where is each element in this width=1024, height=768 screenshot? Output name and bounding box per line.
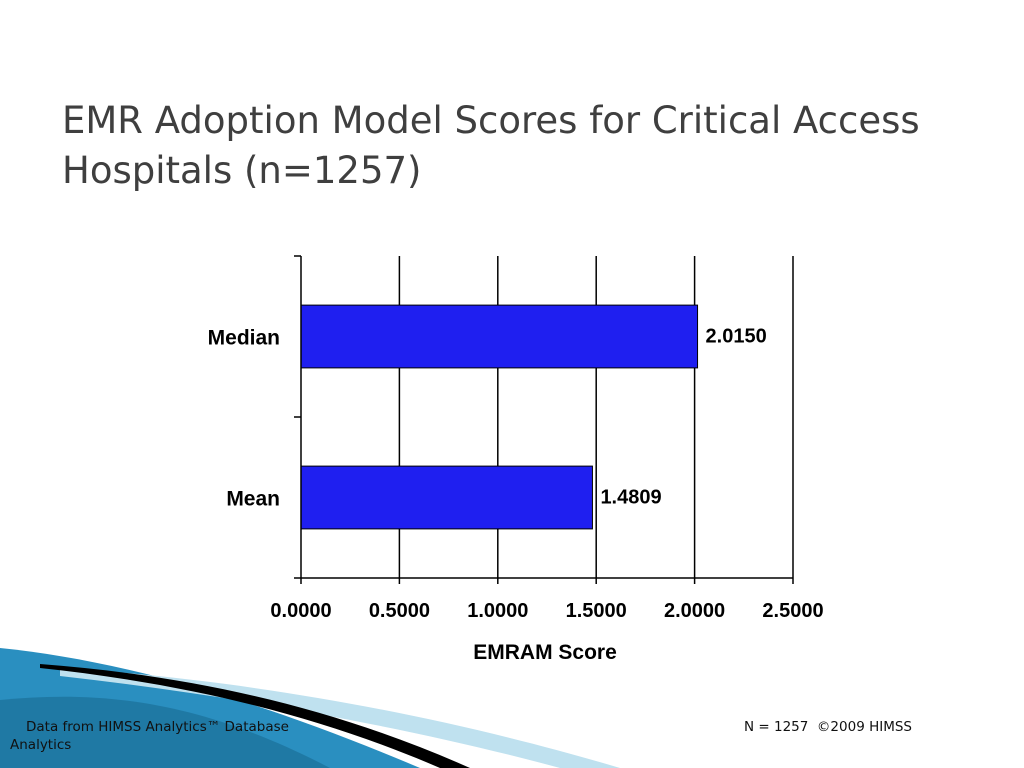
value-label: 2.0150: [706, 326, 767, 348]
footer-source-tail: Analytics: [10, 737, 72, 753]
x-tick-label: 1.0000: [467, 600, 528, 622]
wave-light-shape: [60, 668, 620, 768]
x-tick-label: 0.0000: [270, 600, 331, 622]
category-label: Mean: [226, 488, 280, 511]
wave-dark-shape: [0, 696, 330, 768]
chart-axes: [294, 255, 794, 584]
bar-chart: 0.0000 0.5000 1.0000 1.5000 2.0000 2.5000 Medi…: [208, 255, 824, 665]
x-tick-label: 1.5000: [566, 600, 627, 622]
x-tick-label: 2.0000: [664, 600, 725, 622]
x-tick-label: 2.5000: [762, 600, 823, 622]
slide-title: EMR Adoption Model Scores for Critical A…: [62, 99, 920, 192]
bar-median: [300, 304, 699, 369]
value-label: 1.4809: [600, 487, 661, 509]
x-tick-label: 0.5000: [369, 600, 430, 622]
footer-copyright: N = 1257 ©2009 HIMSS: [744, 719, 912, 735]
bar-mean: [300, 465, 593, 530]
wave-black-stroke: [40, 664, 470, 768]
chart-labels: 0.0000 0.5000 1.0000 1.5000 2.0000 2.5000 Medi…: [208, 326, 824, 665]
footer-source: Data from HIMSS Analytics™ Database Anal…: [10, 718, 370, 754]
chart-grid: [398, 256, 794, 578]
chart-bars: [300, 304, 699, 530]
x-axis-title: EMRAM Score: [473, 641, 617, 664]
footer-source-text: Data from HIMSS Analytics™ Database: [26, 719, 289, 735]
category-label: Median: [208, 327, 280, 350]
